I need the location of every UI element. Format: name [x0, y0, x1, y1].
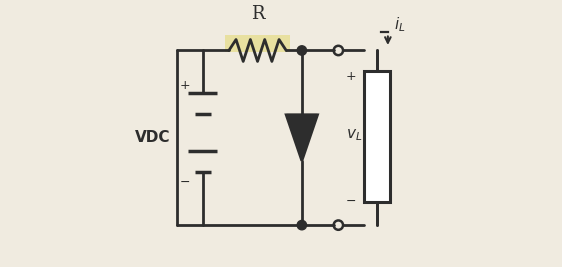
Text: −: − — [179, 176, 190, 189]
Text: −: − — [346, 195, 357, 208]
Text: +: + — [346, 70, 357, 83]
Text: VDC: VDC — [135, 130, 170, 145]
Text: $i_L$: $i_L$ — [395, 15, 406, 34]
Circle shape — [297, 46, 306, 55]
Text: $v_L$: $v_L$ — [346, 127, 362, 143]
Circle shape — [297, 221, 306, 230]
Text: +: + — [179, 79, 190, 92]
Polygon shape — [286, 115, 318, 161]
FancyBboxPatch shape — [225, 35, 290, 52]
FancyBboxPatch shape — [364, 71, 391, 202]
Text: R: R — [251, 5, 264, 23]
